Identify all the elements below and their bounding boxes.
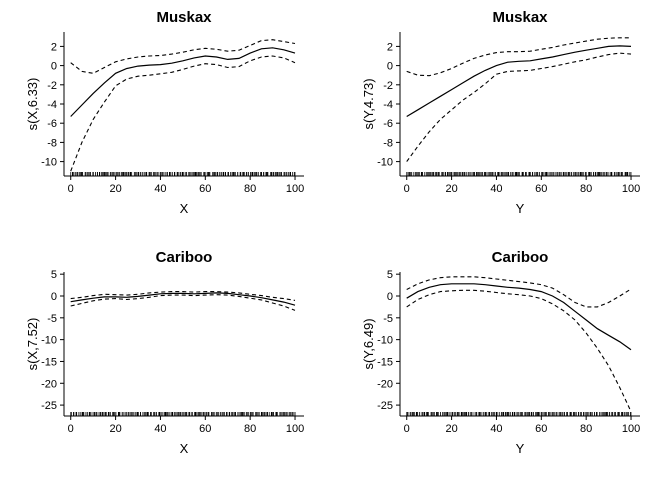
y-tick-label: -2 <box>383 80 393 92</box>
x-tick-label: 60 <box>535 423 547 435</box>
confidence-upper-line <box>70 39 296 74</box>
x-tick-label: 100 <box>622 183 640 195</box>
y-tick-label: -5 <box>47 313 57 325</box>
y-tick-label: 5 <box>51 269 57 281</box>
x-tick-label: 60 <box>199 423 211 435</box>
chart-title: Cariboo <box>492 249 549 266</box>
confidence-lower-line <box>406 289 632 412</box>
y-tick-label: -25 <box>377 400 393 412</box>
y-tick-label: 0 <box>387 61 393 73</box>
x-axis-label: X <box>180 441 189 456</box>
y-tick-label: -10 <box>41 157 57 169</box>
y-tick-label: 0 <box>51 291 57 303</box>
smooth-fit-line <box>70 47 296 117</box>
chart-panel-2: Muskax 0 20 40 60 80 100 -10 -8 -6 -4 -2 0 2 Ys(Y,4.73… <box>361 9 640 216</box>
x-tick-label: 0 <box>404 423 410 435</box>
rug-ticks <box>406 172 632 176</box>
y-tick-label: -20 <box>377 378 393 390</box>
x-tick-label: 20 <box>445 183 457 195</box>
y-tick-label: 5 <box>387 269 393 281</box>
y-tick-label: -5 <box>383 313 393 325</box>
x-tick-label: 100 <box>286 183 304 195</box>
smooth-fit-line <box>406 283 632 351</box>
x-tick-label: 80 <box>580 423 592 435</box>
y-tick-label: -4 <box>47 99 57 111</box>
chart-panel-3: Cariboo 0 20 40 60 80 100 -25 -20 -15 -10 -5 0 5 Xs(X,… <box>25 249 304 456</box>
confidence-lower-line <box>406 52 632 162</box>
rug-ticks <box>406 412 632 416</box>
y-tick-label: -25 <box>41 400 57 412</box>
y-tick-label: -4 <box>383 99 393 111</box>
y-axis-label: s(Y,6.49) <box>361 318 376 369</box>
x-tick-label: 100 <box>622 423 640 435</box>
y-axis-label: s(Y,4.73) <box>361 78 376 129</box>
y-tick-label: -8 <box>383 137 393 149</box>
rug-ticks <box>70 172 296 176</box>
x-tick-label: 100 <box>286 423 304 435</box>
y-tick-label: 2 <box>51 41 57 53</box>
x-tick-label: 60 <box>535 183 547 195</box>
x-tick-label: 0 <box>68 183 74 195</box>
x-tick-label: 40 <box>490 423 502 435</box>
x-tick-label: 20 <box>109 423 121 435</box>
x-tick-label: 60 <box>199 183 211 195</box>
x-axis-label: X <box>180 201 189 216</box>
y-tick-label: -10 <box>377 157 393 169</box>
chart-panel-1: Muskax 0 20 40 60 80 100 -10 -8 -6 -4 -2 0 2 Xs(X,6.33… <box>25 9 304 216</box>
chart-title: Muskax <box>492 9 548 26</box>
y-tick-label: -6 <box>47 118 57 130</box>
x-tick-label: 80 <box>580 183 592 195</box>
y-axis-label: s(X,7.52) <box>25 318 40 371</box>
x-tick-label: 40 <box>490 183 502 195</box>
confidence-lower-line <box>70 294 296 311</box>
chart-title: Cariboo <box>156 249 213 266</box>
y-tick-label: -15 <box>377 356 393 368</box>
x-tick-label: 0 <box>404 183 410 195</box>
y-tick-label: -15 <box>41 356 57 368</box>
smooth-fit-line <box>70 292 296 306</box>
x-axis-label: Y <box>516 441 525 456</box>
x-tick-label: 20 <box>445 423 457 435</box>
x-tick-label: 40 <box>154 183 166 195</box>
chart-title: Muskax <box>156 9 212 26</box>
y-tick-label: 0 <box>51 61 57 73</box>
x-tick-label: 80 <box>244 423 256 435</box>
rug-ticks <box>70 412 296 416</box>
x-axis-label: Y <box>516 201 525 216</box>
y-tick-label: -20 <box>41 378 57 390</box>
confidence-upper-line <box>406 37 631 77</box>
y-tick-label: 2 <box>387 41 393 53</box>
y-axis-label: s(X,6.33) <box>25 78 40 131</box>
x-tick-label: 40 <box>154 423 166 435</box>
y-tick-label: 0 <box>387 291 393 303</box>
y-tick-label: -10 <box>41 335 57 347</box>
x-tick-label: 80 <box>244 183 256 195</box>
confidence-lower-line <box>70 55 296 172</box>
y-tick-label: -10 <box>377 335 393 347</box>
x-tick-label: 20 <box>109 183 121 195</box>
confidence-upper-line <box>70 291 296 301</box>
x-tick-label: 0 <box>68 423 74 435</box>
smooth-fit-line <box>406 45 632 118</box>
confidence-upper-line <box>406 276 632 308</box>
chart-panel-4: Cariboo 0 20 40 60 80 100 -25 -20 -15 -10 -5 0 5 Ys(Y,… <box>361 249 640 456</box>
y-tick-label: -2 <box>47 80 57 92</box>
y-tick-label: -6 <box>383 118 393 130</box>
y-tick-label: -8 <box>47 137 57 149</box>
